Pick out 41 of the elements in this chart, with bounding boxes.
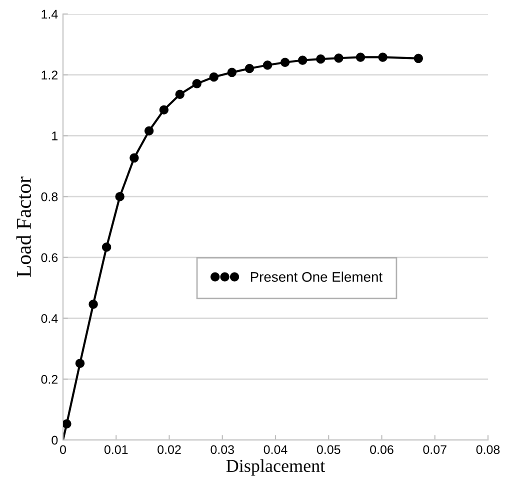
point [192,79,202,88]
point [63,419,72,428]
x-tick-label: 0.06 [370,445,394,454]
point [75,358,85,368]
point [356,52,366,62]
point [159,105,169,114]
point [414,54,424,64]
y-tick-label: 0.6 [41,253,58,262]
x-tick-label: 0.07 [423,445,446,454]
x-tick-label: 0.08 [476,445,500,454]
y-tick-label: 1 [52,132,58,140]
x-tick-label: 0.01 [104,445,128,454]
point [88,300,98,309]
y-tick-label: 0.8 [41,192,58,202]
legend-label: Present One Element [250,272,382,282]
point [378,52,388,62]
point [144,126,154,136]
y-tick-label: 1.2 [42,70,58,80]
x-tick-label: 0.02 [158,445,181,454]
x-tick-label: 0.04 [264,445,288,454]
y-axis-title: Load Factor [16,176,31,278]
point [262,60,272,70]
point [102,242,112,252]
point [298,56,308,65]
y-tick-label: 0 [52,436,58,445]
point [209,72,218,82]
point [334,54,344,63]
y-tick-label: 0.2 [41,374,58,384]
point [280,58,290,68]
y-tick-label: 0.4 [41,314,58,323]
point [130,153,139,163]
point [316,54,326,64]
x-tick-label: 0.05 [316,445,340,454]
point [227,68,237,78]
x-tick-label: 0 [60,445,66,454]
x-axis-title: Displacement [226,459,326,476]
x-tick-label: 0.03 [210,445,234,454]
point [244,64,254,74]
y-tick-label: 1.4 [42,10,58,19]
point [175,90,184,99]
point [115,192,124,202]
